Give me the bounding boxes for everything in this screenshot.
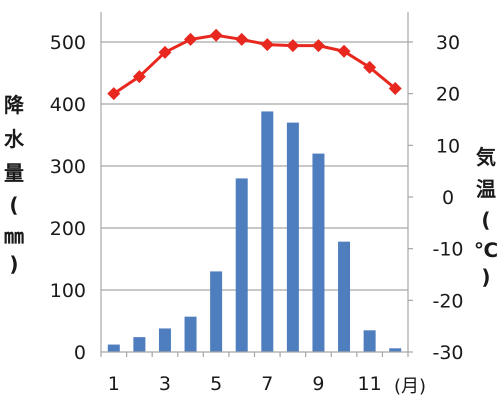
precipitation-bars [107,111,402,352]
precipitation-bar [363,330,376,352]
precipitation-axis-label-char: 量 [4,161,24,185]
precipitation-axis-label: 降水量 ( ㎜) [4,93,25,276]
temperature-tick-label: -20 [432,290,463,312]
temperature-point [184,32,198,46]
month-unit-label: (月) [394,376,426,397]
precipitation-bar [235,178,248,352]
temperature-point [132,70,146,84]
temperature-point [209,28,223,42]
temperature-axis-label-char: ℃ [474,238,498,262]
precipitation-bar [184,316,197,352]
temperature-point [388,82,402,95]
precipitation-bar [286,122,299,352]
temperature-tick-label: -10 [432,239,463,261]
precipitation-bar [158,328,171,352]
month-tick-label: 5 [210,373,222,395]
axes [100,12,413,357]
precipitation-axis-ticks: 0 100 200 300 400 500 [50,32,86,364]
temperature-point [337,44,351,58]
temperature-axis-label-char: 温 [476,177,496,201]
temperature-tick-label: 40 [436,0,460,2]
month-tick-label: 1 [108,373,120,395]
month-tick-label: 11 [358,373,382,395]
temperature-tick-label: 30 [436,32,460,54]
month-axis-ticks: 1 3 5 7 9 11 [108,373,382,395]
precipitation-axis-label-char: ( [9,193,18,217]
temperature-point [286,39,300,53]
temperature-point [158,45,172,59]
temperature-axis-label-char: ) [481,265,490,289]
precipitation-axis-label-char: 水 [4,127,25,151]
temperature-axis-label-char: 気 [476,145,496,169]
precipitation-tick-label: 200 [50,218,86,240]
temperature-tick-label: -30 [432,342,463,364]
precipitation-axis-label-char: 降 [4,93,25,117]
precipitation-bar [133,337,146,352]
grid-lines [101,41,408,291]
temperature-point [260,38,274,52]
precipitation-bar [312,153,325,352]
temperature-tick-label: 0 [442,187,454,209]
precipitation-tick-label: 400 [50,94,86,116]
month-tick-label: 3 [159,373,171,395]
temperature-axis-label-char: ( [481,208,490,232]
temperature-line [112,33,397,95]
precipitation-tick-label: 100 [50,280,86,302]
precipitation-tick-label: 0 [74,342,86,364]
precipitation-tick-label: 300 [50,156,86,178]
precipitation-bar [389,348,402,352]
temperature-point [107,87,121,101]
temperature-point [363,60,377,74]
precipitation-tick-label: 500 [50,32,86,54]
temperature-axis-ticks: -30 -20 -10 0 10 20 30 40 [432,0,463,364]
temperature-point [311,39,325,53]
month-tick-label: 7 [261,373,273,395]
temperature-axis-label: 気温 ( ℃) [474,145,498,289]
precipitation-bar [261,111,274,352]
precipitation-axis-label-char: ㎜ [4,224,24,248]
precipitation-bar [210,271,223,352]
temperature-tick-label: 20 [436,84,460,106]
precipitation-bar [107,344,120,352]
precipitation-bar [338,241,351,352]
temperature-point [235,32,249,46]
month-tick-label: 9 [312,373,324,395]
temperature-series [107,28,402,101]
precipitation-axis-label-char: ) [9,252,18,276]
temperature-tick-label: 10 [436,135,460,157]
